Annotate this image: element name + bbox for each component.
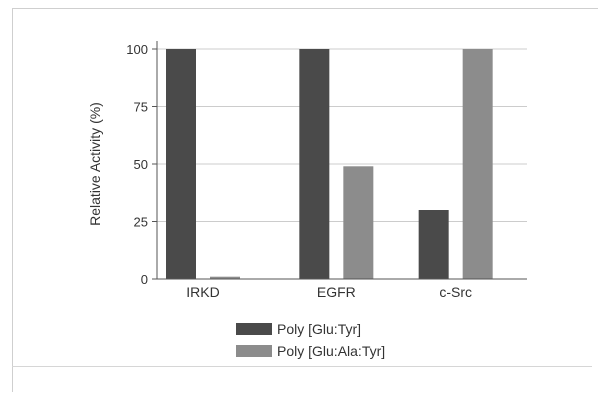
bar-irkd-series-1 — [166, 49, 196, 279]
y-tick-label-25: 25 — [134, 215, 148, 230]
axes — [152, 41, 527, 280]
y-tick-label-0: 0 — [141, 272, 148, 287]
y-tick-label-75: 75 — [134, 100, 148, 115]
bar-irkd-series-2 — [210, 276, 240, 279]
y-tick-labels: 0 25 50 75 100 — [126, 42, 148, 287]
y-axis-label: Relative Activity (%) — [87, 102, 103, 226]
legend-label-2: Poly [Glu:Ala:Tyr] — [277, 343, 385, 359]
y-tick-label-50: 50 — [134, 157, 148, 172]
legend-swatch-2 — [236, 345, 272, 357]
figure-frame-bottom — [12, 366, 592, 367]
bar-egfr-series-1 — [299, 49, 330, 279]
x-category-label-irkd: IRKD — [186, 284, 219, 300]
bar-c-src-series-1 — [418, 210, 449, 279]
y-tick-label-100: 100 — [126, 42, 148, 57]
bar-egfr-series-2 — [343, 166, 374, 279]
figure-frame — [12, 8, 598, 392]
legend-label-1: Poly [Glu:Tyr] — [277, 321, 361, 337]
x-category-label-c-src: c-Src — [439, 284, 472, 300]
legend: Poly [Glu:Tyr] Poly [Glu:Ala:Tyr] — [236, 321, 385, 359]
bar-c-src-series-2 — [462, 49, 493, 279]
x-category-label-egfr: EGFR — [317, 284, 356, 300]
x-category-labels: IRKD EGFR c-Src — [186, 284, 472, 300]
bars — [166, 49, 493, 279]
legend-swatch-1 — [236, 323, 272, 335]
